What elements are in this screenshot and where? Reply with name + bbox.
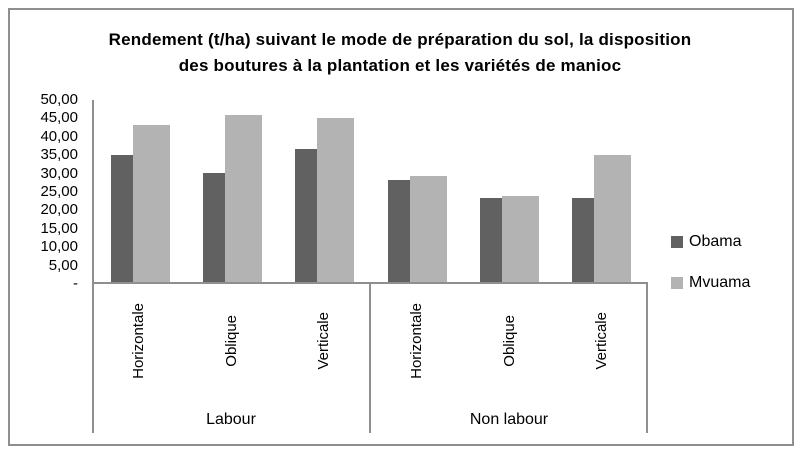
x-axis-divider-middle <box>369 284 371 433</box>
category-label-horizontale: Horizontale <box>407 303 425 379</box>
bar-mvuama-non-labour-verticale <box>594 155 632 282</box>
x-axis-divider-right <box>646 284 648 433</box>
category-slot-labour-oblique: Oblique <box>185 284 278 398</box>
bar-slot-non-labour-oblique <box>463 100 555 282</box>
bar-group-labour <box>94 100 371 282</box>
bar-obama-non-labour-oblique <box>479 198 502 282</box>
category-slot-labour-horizontale: Horizontale <box>92 284 185 398</box>
bar-obama-non-labour-verticale <box>572 198 595 282</box>
bar-obama-labour-verticale <box>295 149 318 282</box>
category-label-oblique: Oblique <box>500 315 518 367</box>
category-slot-non-labour-horizontale: Horizontale <box>370 284 463 398</box>
bar-slot-labour-verticale <box>279 100 371 282</box>
bar-mvuama-labour-horizontale <box>132 125 170 282</box>
bar-slot-non-labour-horizontale <box>371 100 463 282</box>
category-label-verticale: Verticale <box>593 312 611 370</box>
bar-mvuama-non-labour-horizontale <box>409 176 447 282</box>
x-axis-divider-left <box>92 284 94 433</box>
category-label-oblique: Oblique <box>222 315 240 367</box>
legend-item-mvuama: Mvuama <box>671 274 750 292</box>
group-label-band: Labour Non labour <box>92 411 648 429</box>
bar-slot-labour-horizontale <box>94 100 186 282</box>
x-axis-area: Horizontale Oblique Verticale Horizontale Ob… <box>92 284 648 433</box>
bar-group-non-labour <box>371 100 648 282</box>
chart-title: Rendement (t/ha) suivant le mode de prép… <box>60 27 740 79</box>
plot-area <box>92 100 648 284</box>
legend-item-obama: Obama <box>671 233 750 251</box>
category-slot-labour-verticale: Verticale <box>277 284 370 398</box>
y-axis-label: 20,00 <box>40 201 78 219</box>
y-axis-label: - <box>73 275 78 292</box>
bar-obama-non-labour-horizontale <box>387 180 410 282</box>
bar-slot-non-labour-verticale <box>556 100 648 282</box>
bar-slot-labour-oblique <box>186 100 278 282</box>
legend-label-obama: Obama <box>689 233 742 250</box>
y-axis-label: 45,00 <box>40 109 78 127</box>
group-label-non-labour: Non labour <box>469 411 549 428</box>
y-axis-label: 15,00 <box>40 219 78 237</box>
bar-mvuama-non-labour-oblique <box>501 196 539 282</box>
legend-swatch-mvuama <box>671 277 683 289</box>
category-half-non-labour: Horizontale Oblique Verticale <box>370 284 648 398</box>
bar-obama-labour-horizontale <box>110 155 133 282</box>
bar-mvuama-labour-verticale <box>317 118 355 282</box>
y-axis-label: 25,00 <box>40 183 78 200</box>
group-label-labour: Labour <box>206 411 256 428</box>
y-axis-label: 35,00 <box>40 146 78 164</box>
category-half-labour: Horizontale Oblique Verticale <box>92 284 370 398</box>
category-label-horizontale: Horizontale <box>129 303 147 379</box>
chart-title-line-1: Rendement (t/ha) suivant le mode de prép… <box>108 30 692 49</box>
category-slot-non-labour-oblique: Oblique <box>463 284 556 398</box>
chart-title-line-2: des boutures à la plantation et les vari… <box>178 56 622 75</box>
legend-label-mvuama: Mvuama <box>689 274 751 291</box>
category-slot-non-labour-verticale: Verticale <box>555 284 648 398</box>
y-axis-label: 50,00 <box>40 91 78 108</box>
legend-swatch-obama <box>671 236 683 248</box>
y-axis-label: 5,00 <box>48 256 78 274</box>
bar-mvuama-labour-oblique <box>224 115 262 282</box>
bar-obama-labour-oblique <box>202 173 225 282</box>
y-axis-label: 10,00 <box>40 238 78 256</box>
category-label-verticale: Verticale <box>315 312 333 370</box>
legend: Obama Mvuama <box>671 233 750 315</box>
category-label-band: Horizontale Oblique Verticale Horizontale Ob… <box>92 284 648 398</box>
y-axis-label: 40,00 <box>40 127 78 145</box>
y-axis-label: 30,00 <box>40 164 78 182</box>
